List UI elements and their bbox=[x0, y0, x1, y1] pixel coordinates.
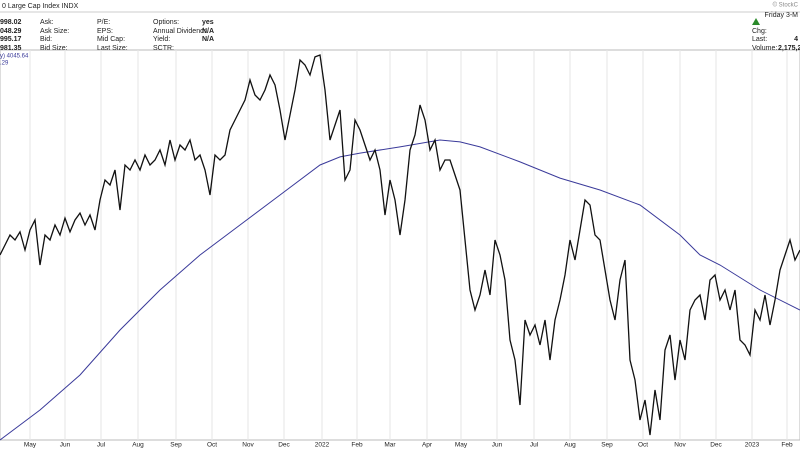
field-label: Volume: bbox=[752, 45, 777, 52]
x-tick-label: Dec bbox=[278, 442, 290, 449]
field-label: Bid: bbox=[40, 36, 52, 43]
field-label: P/E: bbox=[97, 19, 110, 26]
brand: © StockC bbox=[773, 2, 799, 9]
date: Friday 3-M bbox=[765, 12, 799, 19]
field-label: Last Size: bbox=[97, 45, 128, 52]
series-line bbox=[0, 139, 800, 441]
x-tick-label: Aug bbox=[564, 442, 576, 449]
field-label: Yield: bbox=[153, 36, 170, 43]
x-tick-label: Sep bbox=[170, 442, 182, 449]
x-tick-label: Apr bbox=[422, 442, 433, 449]
x-tick-label: Dec bbox=[710, 442, 722, 449]
field-value: N/A bbox=[202, 36, 214, 43]
x-tick-label: Jul bbox=[97, 442, 106, 449]
field-label: Mid Cap: bbox=[97, 36, 125, 43]
x-tick-label: Mar bbox=[384, 442, 396, 449]
up-arrow bbox=[752, 18, 760, 25]
x-tick-label: May bbox=[455, 442, 468, 449]
x-tick-label: Jul bbox=[530, 442, 539, 449]
field-value: N/A bbox=[202, 28, 214, 35]
field-label: Ask Size: bbox=[40, 28, 69, 35]
quote-value: 995.17 bbox=[0, 36, 22, 43]
x-tick-label: Aug bbox=[132, 442, 144, 449]
x-tick-label: Feb bbox=[781, 442, 793, 449]
quote-value: 998.02 bbox=[0, 19, 22, 26]
x-tick-label: Oct bbox=[207, 442, 217, 449]
field-value: 4 bbox=[794, 36, 798, 43]
x-tick-label: Oct bbox=[638, 442, 648, 449]
quote-value: 048.29 bbox=[0, 28, 22, 35]
field-value: 2,175,2 bbox=[778, 45, 800, 52]
field-label: Chg: bbox=[752, 28, 767, 35]
x-tick-label: May bbox=[24, 442, 37, 449]
plot-frame bbox=[0, 49, 800, 441]
x-tick-label: 2022 bbox=[315, 442, 330, 449]
series-line bbox=[0, 54, 800, 436]
x-tick-label: 2023 bbox=[745, 442, 760, 449]
field-label: Last: bbox=[752, 36, 767, 43]
field-label: Ask: bbox=[40, 19, 54, 26]
field-label: EPS: bbox=[97, 28, 113, 35]
field-label: Options: bbox=[153, 19, 179, 26]
x-tick-label: Jun bbox=[492, 442, 503, 449]
x-tick-label: Nov bbox=[242, 442, 254, 449]
annotation: .29 bbox=[0, 61, 9, 67]
x-tick-label: Nov bbox=[674, 442, 686, 449]
annotation: y) 4045.64 bbox=[0, 54, 29, 60]
field-value: yes bbox=[202, 19, 214, 26]
x-tick-label: Sep bbox=[601, 442, 613, 449]
x-tick-label: Feb bbox=[351, 442, 363, 449]
title: 0 Large Cap Index INDX bbox=[2, 3, 79, 10]
x-tick-label: Jun bbox=[60, 442, 71, 449]
field-label: SCTR: bbox=[153, 45, 174, 52]
field-label: Bid Size: bbox=[40, 45, 68, 52]
field-label: Annual Dividend: bbox=[153, 28, 206, 35]
quote-value: 981.35 bbox=[0, 45, 22, 52]
